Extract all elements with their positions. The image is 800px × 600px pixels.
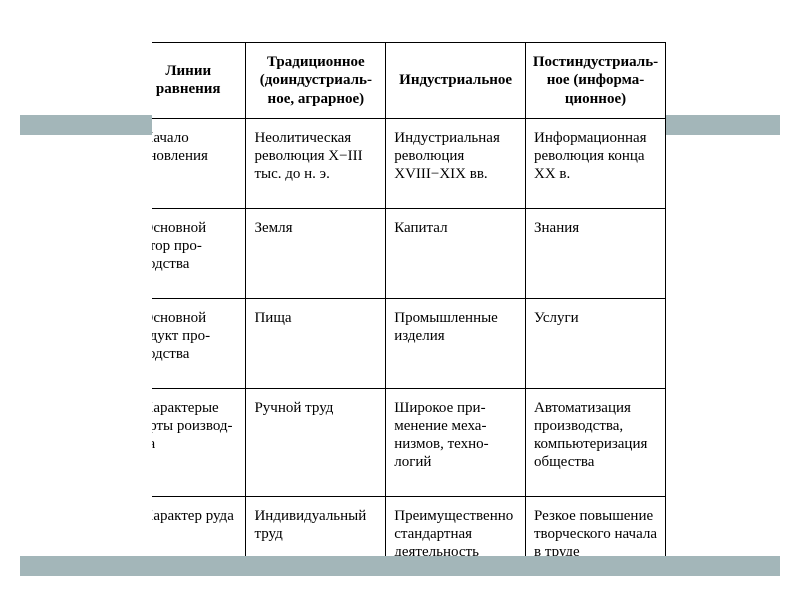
slide-canvas: Линии равнения Традиционное (доиндустриа… — [0, 0, 800, 600]
table-row: . Основной актор про­зводства Земля Капи… — [152, 208, 666, 298]
table-cell: Преимуществен­но стандартная деятельност… — [386, 496, 526, 556]
col-header: Индустриаль­ное — [386, 43, 526, 119]
table-cell: Индустриаль­ная революция XVIII−XIX вв. — [386, 118, 526, 208]
table-row: . Начало тановления Неолитическая револю… — [152, 118, 666, 208]
col-header: Линии равнения — [152, 43, 246, 119]
row-label: . Основной актор про­зводства — [152, 208, 246, 298]
table-cell: Знания — [526, 208, 666, 298]
row-label: . Характер руда — [152, 496, 246, 556]
table-cell: Информационная революция конца XX в. — [526, 118, 666, 208]
table-row: . Основной родукт про­зводства Пища Пром… — [152, 298, 666, 388]
col-header: Традиционное (доиндустриаль­ное, аграрно… — [246, 43, 386, 119]
col-header: Постиндустриаль­ное (информа­ционное) — [526, 43, 666, 119]
table-cell: Капитал — [386, 208, 526, 298]
table-row: . Характер руда Индивидуаль­ный труд Пре… — [152, 496, 666, 556]
table-row: . Характер­ые черты роизвод­тва Ручной т… — [152, 388, 666, 496]
table-cell: Земля — [246, 208, 386, 298]
table-cell: Промышлен­ные изделия — [386, 298, 526, 388]
table-header-row: Линии равнения Традиционное (доиндустриа… — [152, 43, 666, 119]
row-label: . Характер­ые черты роизвод­тва — [152, 388, 246, 496]
table-cell: Услуги — [526, 298, 666, 388]
decor-band-bottom — [20, 556, 780, 576]
table-cell: Индивидуаль­ный труд — [246, 496, 386, 556]
table-cell: Широкое при­менение меха­низмов, техно­л… — [386, 388, 526, 496]
table-cell: Автоматизация производства, компьютериза… — [526, 388, 666, 496]
table-viewport: Линии равнения Традиционное (доиндустриа… — [152, 42, 666, 556]
table-cell: Неолитическая революция X−III тыс. до н.… — [246, 118, 386, 208]
comparison-table: Линии равнения Традиционное (доиндустриа… — [152, 42, 666, 556]
table-cell: Резкое повыше­ние творческого начала в т… — [526, 496, 666, 556]
row-label: . Начало тановления — [152, 118, 246, 208]
row-label: . Основной родукт про­зводства — [152, 298, 246, 388]
table-cell: Ручной труд — [246, 388, 386, 496]
table-cell: Пища — [246, 298, 386, 388]
